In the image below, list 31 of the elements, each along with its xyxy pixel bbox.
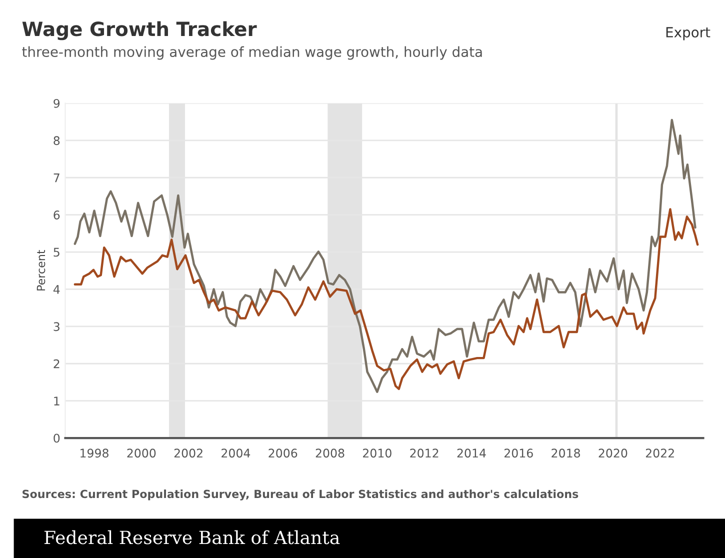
line-series — [74, 118, 696, 394]
x-tick-label: 2014 — [457, 448, 486, 458]
y-tick-label: 1 — [54, 396, 60, 406]
x-tick-label: 2020 — [598, 448, 628, 458]
x-tick-label: 2002 — [174, 448, 202, 458]
x-tick-label: 2008 — [316, 448, 344, 458]
y-tick-label: 5 — [54, 248, 60, 257]
x-tick-label: 2004 — [222, 448, 250, 458]
y-tick-label: 0 — [54, 434, 60, 443]
line-series — [74, 208, 699, 390]
text: Export — [666, 27, 710, 40]
y-tick-label: 3 — [54, 322, 60, 332]
chart-subtitle: three-month moving average of median wage growth, hourly data — [22, 46, 482, 60]
x-tick-label: 2010 — [363, 448, 392, 458]
x-tick-label: 2022 — [646, 448, 674, 458]
x-tick-label: 2006 — [268, 448, 298, 458]
source-note: Sources: Current Population Survey, Bureau of Labor Statistics and author's calculations — [22, 490, 578, 500]
y-tick-label: 4 — [53, 285, 60, 294]
x-tick-label: 2018 — [552, 448, 580, 458]
y-tick-label: 7 — [54, 174, 60, 182]
y-tick-label: 9 — [54, 98, 60, 108]
y-tick-label: 2 — [54, 359, 60, 368]
x-tick-label: 1998 — [80, 448, 108, 458]
text: Federal Reserve Bank of Atlanta — [44, 530, 340, 544]
x-tick-label: 2000 — [127, 448, 156, 458]
chart-title: Wage Growth Tracker — [22, 21, 257, 40]
x-tick-label: 2012 — [410, 448, 438, 458]
y-tick-label: 6 — [54, 210, 60, 220]
y-axis-title: Percent — [36, 250, 46, 290]
x-tick-label: 2016 — [504, 448, 533, 458]
y-tick-label: 8 — [54, 136, 60, 146]
